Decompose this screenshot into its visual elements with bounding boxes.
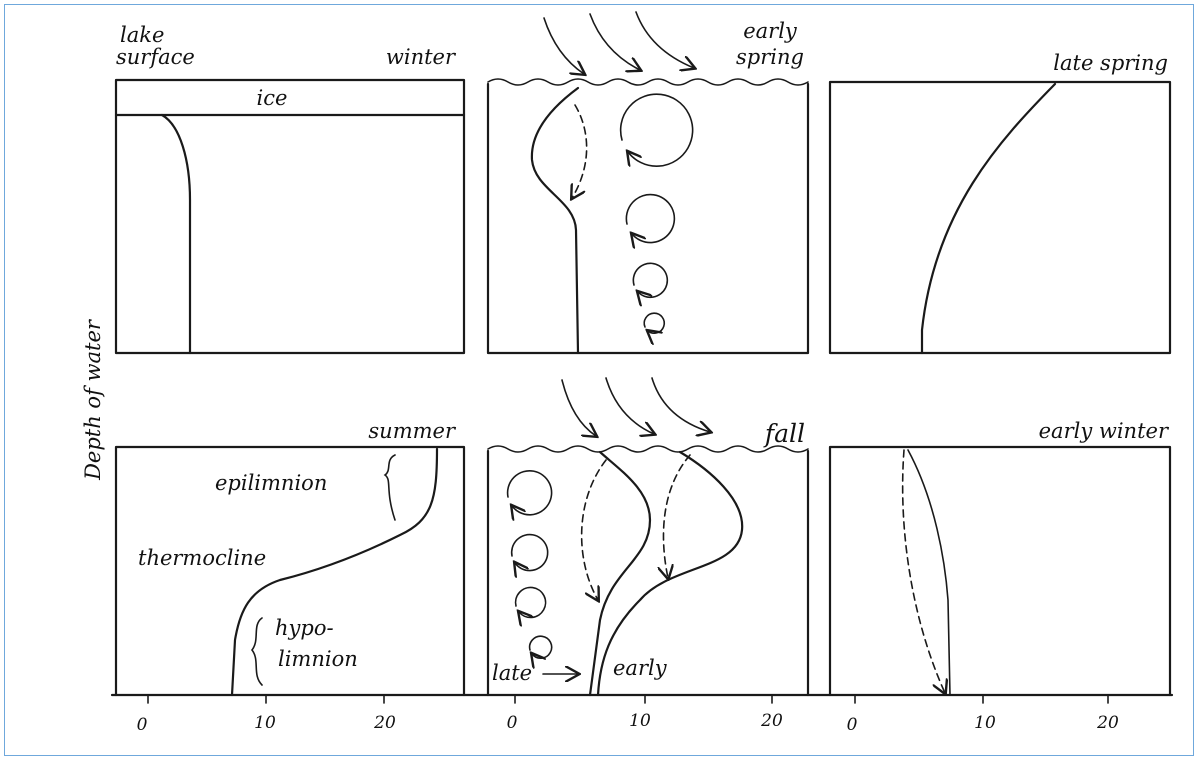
panel-early-spring: early spring [486,11,810,355]
profile-shift-arrow [580,459,607,600]
panel-box [114,78,466,355]
panel-title: summer [368,419,457,443]
early-label: early [613,656,668,680]
corner-label-line2: surface [116,45,195,69]
tick-label: 10 [254,713,276,733]
panel-box [114,445,466,697]
sun-arrow [543,17,584,74]
temperature-profile [920,82,1057,355]
hypolimnion-label-line2: limnion [278,647,358,671]
x-axis-ticks-fall: 0 10 20 [507,694,783,733]
water-surface [487,78,809,86]
panel-title-line2: spring [736,45,804,69]
mixing-circulation [625,193,676,243]
panel-box [486,449,810,697]
water-surface [487,445,809,453]
temperature-profile [230,447,439,697]
mixing-circulation [619,93,694,166]
y-axis-label: Depth of water [81,318,105,481]
figure-frame [4,4,1194,756]
tick-label: 0 [137,715,148,735]
panel-title: early winter [1039,419,1170,443]
epilimnion-brace [383,454,396,521]
sun-arrow [589,13,640,70]
mixing-circulation [632,262,669,297]
tick-label: 0 [507,713,518,733]
sun-arrow [605,377,654,434]
thermocline-label: thermocline [138,546,266,570]
epilimnion-label: epilimnion [215,471,327,495]
temperature-profile-late [588,450,652,697]
tick-label: 20 [760,711,783,731]
temperature-profile [160,113,192,355]
mixing-circulation [514,586,547,617]
panel-fall: fall late early [486,377,810,697]
panel-late-spring: late spring [828,51,1172,355]
x-axis-ticks-summer: 0 10 20 [137,694,396,735]
mixing-circulation [510,533,549,571]
sun-arrow [635,11,694,68]
sun-arrow [651,377,710,432]
tick-label: 20 [373,713,396,733]
tick-label: 10 [974,713,996,733]
panel-title-line1: early [743,19,798,43]
panel-title: fall [763,419,805,448]
mixing-circulation [528,635,553,658]
mixing-circulation [643,312,665,333]
sun-arrow [561,379,596,436]
profile-shift-arrow [663,454,691,578]
panel-box [828,80,1172,355]
panel-summer: summer epilimnion thermocline hypo- limn… [114,419,466,697]
panel-box [486,82,810,355]
profile-shift-arrow [901,449,945,693]
tick-label: 20 [1096,713,1119,733]
temperature-profile [907,449,951,696]
panel-title: winter [386,45,457,69]
tick-label: 0 [847,715,858,735]
mixing-circulation [506,469,553,515]
tick-label: 10 [629,711,651,731]
hypolimnion-label-line1: hypo- [275,616,334,640]
temperature-profile [530,86,580,355]
panel-box [828,445,1172,697]
panel-title: late spring [1053,51,1168,75]
panel-winter: ice lake surface winter [114,23,466,355]
temperature-profile-early [596,450,744,697]
ice-label: ice [257,86,288,110]
panel-early-winter: early winter [828,419,1172,697]
x-axis-ticks-early-winter: 0 10 20 [847,694,1119,735]
corner-label-line1: lake [120,23,164,47]
hypolimnion-brace [250,617,263,686]
profile-shift-arrow [572,104,588,198]
late-label: late [492,661,532,685]
